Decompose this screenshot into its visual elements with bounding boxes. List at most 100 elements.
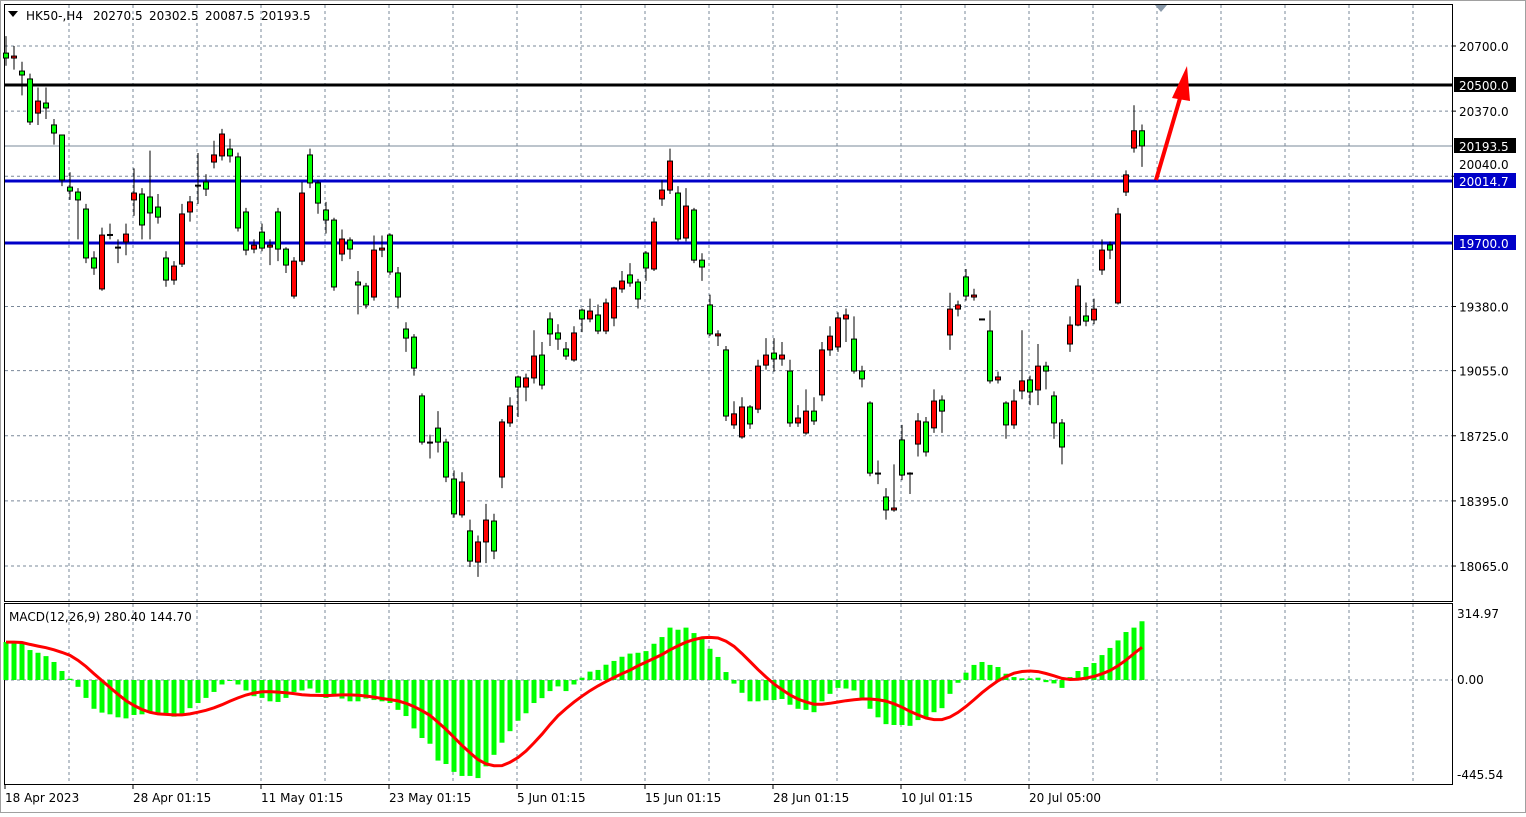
macd-bar [859, 680, 865, 698]
candle [235, 152, 241, 232]
candle [67, 172, 73, 200]
macd-bar [163, 680, 169, 714]
macd-bar [1091, 663, 1097, 680]
candle [1091, 298, 1097, 325]
time-axis-label: 28 Apr 01:15 [133, 791, 211, 805]
macd-bar [763, 680, 769, 701]
macd-bar [531, 680, 537, 704]
candle-body [27, 78, 33, 123]
macd-bar [843, 680, 849, 689]
macd-bar [11, 642, 17, 680]
time-axis[interactable]: 18 Apr 2023 28 Apr 01:15 11 May 01:15 23 Ma… [4, 785, 1101, 805]
macd-pane[interactable] [4, 603, 1453, 785]
candle-body [107, 233, 113, 236]
macd-bar [419, 680, 425, 738]
candle [1107, 241, 1113, 260]
candle [819, 342, 825, 402]
candle [147, 150, 153, 240]
candle [171, 261, 177, 285]
arrow-up-icon[interactable] [1172, 66, 1190, 101]
candle [987, 310, 993, 384]
macd-bar [219, 680, 225, 685]
macd-bar [787, 680, 793, 705]
candle-body [203, 181, 209, 190]
macd-bar [315, 680, 321, 693]
chart-shift-marker-icon[interactable] [1155, 5, 1167, 12]
candle-body [587, 310, 593, 320]
macd-bar [923, 680, 929, 719]
time-axis-label: 5 Jun 01:15 [517, 791, 586, 805]
candle-body [267, 244, 273, 248]
macd-bar [955, 680, 961, 683]
trend-arrow-shaft[interactable] [1154, 87, 1185, 181]
macd-bar [675, 629, 681, 680]
candle [995, 371, 1001, 384]
macd-bar [555, 680, 561, 687]
macd-bar [1027, 678, 1033, 680]
candle [227, 138, 233, 163]
price-axis[interactable]: 20700.0 20370.0 20040.0 19380.0 19055.0 18725… [1452, 40, 1509, 574]
macd-bar [107, 680, 113, 715]
candle-body [691, 209, 697, 261]
macd-bar [963, 672, 969, 680]
macd-bar [323, 680, 329, 698]
candle [627, 263, 633, 287]
macd-histogram [3, 621, 1145, 779]
candle-body [987, 330, 993, 382]
macd-bar [739, 680, 745, 693]
macd-bar [411, 680, 417, 729]
candle [283, 247, 289, 273]
candle-body [1027, 379, 1033, 393]
level-price-box [1454, 173, 1516, 188]
candle [651, 217, 657, 271]
candle-body [59, 134, 65, 181]
macd-bar [947, 680, 953, 694]
candle [475, 535, 481, 577]
candle-body [811, 410, 817, 422]
candle-body [75, 191, 81, 201]
candle-body [243, 211, 249, 251]
macd-axis-zero: 0.00 [1457, 673, 1484, 687]
macd-bar [971, 664, 977, 680]
candle [619, 270, 625, 293]
macd-bar [651, 643, 657, 680]
candle [1027, 375, 1033, 406]
candle-body [547, 318, 553, 335]
candle [1075, 278, 1081, 327]
macd-bar [371, 680, 377, 701]
candle-body [235, 156, 241, 229]
time-axis-label: 28 Jun 01:15 [773, 791, 849, 805]
candle [699, 253, 705, 281]
macd-bar [363, 680, 369, 699]
candle [331, 217, 337, 291]
macd-bar [491, 680, 497, 755]
macd-bar [251, 680, 257, 697]
candle-body [611, 287, 617, 319]
candle [1035, 344, 1041, 406]
candle-body [331, 219, 337, 288]
candle-body [19, 70, 25, 76]
candle [603, 298, 609, 335]
candle-body [539, 354, 545, 386]
candle-body [971, 294, 977, 298]
price-pane[interactable] [4, 4, 1453, 602]
time-axis-label: 10 Jul 01:15 [901, 791, 973, 805]
candle-body [123, 233, 129, 243]
level-price-box [1454, 235, 1516, 250]
macd-bar [307, 680, 313, 689]
candle-body [771, 352, 777, 360]
candle [27, 73, 33, 125]
macd-bar [1035, 677, 1041, 680]
candle [643, 251, 649, 281]
candle-body [1115, 213, 1121, 304]
macd-bar [643, 651, 649, 680]
level-price-boxes: 20500.0 20193.5 20014.7 19700.0 [1454, 77, 1516, 251]
candle [203, 174, 209, 196]
macd-bar [43, 656, 49, 680]
candle [259, 223, 265, 252]
macd-bar [587, 671, 593, 680]
macd-bar [571, 680, 577, 685]
collapse-triangle-icon[interactable] [8, 11, 18, 17]
candle-body [419, 395, 425, 443]
